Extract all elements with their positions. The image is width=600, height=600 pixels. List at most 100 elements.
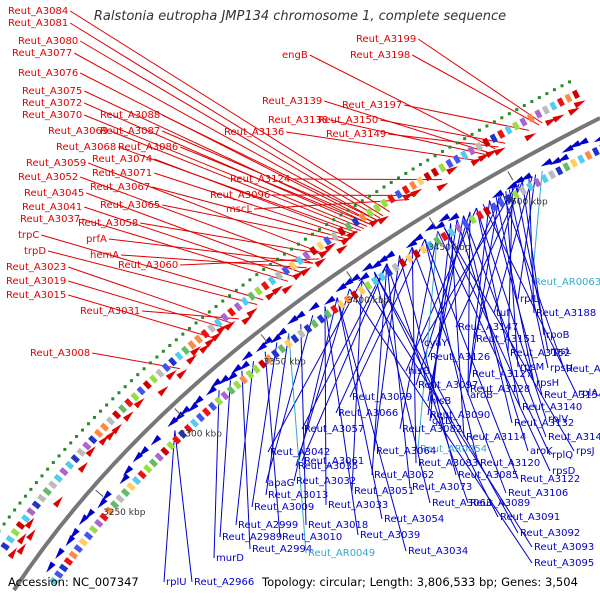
reverse-gene-label[interactable]: Reut_A3097 xyxy=(418,380,478,391)
reverse-gene-label[interactable]: Reut_A3051 xyxy=(354,486,414,497)
reverse-gene-label[interactable]: apaG xyxy=(268,478,294,489)
reverse-gene-label[interactable]: Reut_AR0054 xyxy=(420,444,487,455)
reverse-gene-label[interactable]: rpsJ xyxy=(576,446,595,457)
reverse-gene-label[interactable]: Reut_A3151 xyxy=(476,334,536,345)
reverse-gene-label[interactable]: Reut_A3010 xyxy=(282,532,342,543)
forward-gene-label[interactable]: Reut_A3124 xyxy=(230,174,290,185)
forward-gene-label[interactable]: hemA xyxy=(90,250,119,261)
forward-gene-label[interactable]: Reut_A3199 xyxy=(356,34,416,45)
reverse-gene-label[interactable]: aroB xyxy=(470,390,493,401)
reverse-gene-label[interactable]: rpsD xyxy=(552,466,576,477)
reverse-gene-label[interactable]: Reut_A3054 xyxy=(384,514,444,525)
reverse-gene-label[interactable]: Reut_A3145 xyxy=(548,432,600,443)
reverse-gene-label[interactable]: Reut_A3090 xyxy=(430,410,490,421)
reverse-gene-label[interactable]: Reut_A3132 xyxy=(514,418,574,429)
forward-gene-label[interactable]: Reut_A3081 xyxy=(8,18,68,29)
reverse-gene-label[interactable]: rplQ xyxy=(552,450,573,461)
reverse-gene-label[interactable]: Reut_A3154 xyxy=(544,390,600,401)
forward-gene-label[interactable]: Reut_A3069 xyxy=(48,126,108,137)
reverse-gene-label[interactable]: Reut_A2994 xyxy=(252,544,312,555)
forward-gene-label[interactable]: Reut_A3031 xyxy=(80,306,140,317)
reverse-gene-label[interactable]: Reut_A3126 xyxy=(430,352,490,363)
reverse-gene-label[interactable]: Reut_A2966 xyxy=(194,577,254,588)
forward-gene-label[interactable]: Reut_A3076 xyxy=(18,68,78,79)
forward-gene-label[interactable]: Reut_A3086 xyxy=(118,142,178,153)
reverse-gene-label[interactable]: murD xyxy=(216,553,244,564)
forward-gene-label[interactable]: engB xyxy=(282,50,308,61)
reverse-gene-label[interactable]: Reut_A3035 xyxy=(298,461,358,472)
reverse-gene-label[interactable]: rpsU xyxy=(550,363,573,374)
reverse-gene-label[interactable]: Reut_A3018 xyxy=(308,520,368,531)
reverse-gene-label[interactable]: Reut_A3188 xyxy=(536,308,596,319)
forward-gene-label[interactable]: Reut_A3045 xyxy=(24,188,84,199)
forward-gene-label[interactable]: Reut_A3065 xyxy=(100,200,160,211)
reverse-gene-label[interactable]: Reut_A3032 xyxy=(296,476,356,487)
reverse-gene-label[interactable]: Reut_A3092 xyxy=(520,528,580,539)
forward-gene-label[interactable]: Reut_A3070 xyxy=(22,110,82,121)
reverse-gene-label[interactable]: Reut_A3082 xyxy=(402,424,462,435)
reverse-gene-label[interactable]: Reut_A2989 xyxy=(222,532,282,543)
reverse-gene-label[interactable]: Reut_A3128 xyxy=(470,384,530,395)
reverse-gene-label[interactable]: hisB xyxy=(430,396,451,407)
forward-gene-label[interactable]: Reut_A3087 xyxy=(100,126,160,137)
reverse-gene-label[interactable]: rpsH xyxy=(536,378,559,389)
forward-gene-label[interactable]: Reut_A3088 xyxy=(100,110,160,121)
forward-gene-label[interactable]: Reut_A3059 xyxy=(26,158,86,169)
forward-gene-label[interactable]: prfA xyxy=(86,234,107,245)
reverse-gene-label[interactable]: Reut_A3089 xyxy=(470,498,530,509)
reverse-gene-label[interactable]: Reut_A3079 xyxy=(352,392,412,403)
reverse-gene-label[interactable]: Reut_A3093 xyxy=(534,542,594,553)
reverse-gene-label[interactable]: Reut_A3066 xyxy=(338,408,398,419)
forward-gene-label[interactable]: Reut_A3198 xyxy=(350,50,410,61)
reverse-gene-label[interactable]: Reut_A3009 xyxy=(254,502,314,513)
forward-gene-label[interactable]: Reut_A3197 xyxy=(342,100,402,111)
reverse-gene-label[interactable]: Reut_A3122 xyxy=(520,474,580,485)
forward-gene-label[interactable]: Reut_A3058 xyxy=(78,218,138,229)
reverse-gene-label[interactable]: rplU xyxy=(166,577,187,588)
reverse-gene-label[interactable]: aroK xyxy=(530,446,553,457)
reverse-gene-label[interactable]: rplL xyxy=(520,294,539,305)
forward-gene-label[interactable]: Reut_A3068 xyxy=(56,142,116,153)
forward-gene-label[interactable]: Reut_A3037 xyxy=(20,214,80,225)
forward-gene-label[interactable]: Reut_A3136 xyxy=(224,127,284,138)
reverse-gene-label[interactable]: Reut_A3127 xyxy=(472,369,532,380)
forward-gene-label[interactable]: trpC xyxy=(18,230,39,241)
forward-gene-label[interactable]: Reut_A3067 xyxy=(90,182,150,193)
forward-gene-label[interactable]: Reut_A3084 xyxy=(8,6,68,17)
reverse-gene-label[interactable]: Reut_A3073 xyxy=(412,482,472,493)
reverse-gene-label[interactable]: Reut_A3083 xyxy=(418,458,478,469)
reverse-gene-label[interactable]: Reut_A3062 xyxy=(374,470,434,481)
forward-gene-label[interactable]: Reut_A3071 xyxy=(92,168,152,179)
reverse-gene-label[interactable]: Reut_A3106 xyxy=(508,488,568,499)
reverse-gene-label[interactable]: rplA xyxy=(578,388,598,399)
forward-gene-label[interactable]: Reut_A3072 xyxy=(22,98,82,109)
reverse-gene-label[interactable]: Reut_A3057 xyxy=(304,424,364,435)
forward-gene-label[interactable]: Reut_A3019 xyxy=(6,276,66,287)
reverse-gene-label[interactable]: Reut_A3186 xyxy=(566,364,600,375)
reverse-gene-label[interactable]: Reut_A3061 xyxy=(304,456,364,467)
reverse-gene-label[interactable]: gltD xyxy=(432,416,453,427)
reverse-gene-label[interactable]: Reut_A3042 xyxy=(270,447,330,458)
forward-gene-label[interactable]: Reut_A3138 xyxy=(268,115,328,126)
reverse-gene-label[interactable]: Reut_A3064 xyxy=(376,446,436,457)
reverse-gene-label[interactable]: hisG xyxy=(408,366,430,377)
reverse-gene-label[interactable]: rpsM xyxy=(520,362,544,373)
forward-gene-label[interactable]: Reut_A3080 xyxy=(18,36,78,47)
reverse-gene-label[interactable]: Reut_A3085 xyxy=(458,470,518,481)
reverse-gene-label[interactable]: Reut_A3063 xyxy=(432,498,492,509)
reverse-gene-label[interactable]: rpsL xyxy=(550,346,572,357)
forward-gene-label[interactable]: Reut_A3023 xyxy=(6,262,66,273)
reverse-gene-label[interactable]: Reut_AR0063 xyxy=(534,277,600,288)
reverse-gene-label[interactable]: Reut_A3091 xyxy=(500,512,560,523)
reverse-gene-label[interactable]: Reut_AR0049 xyxy=(308,548,375,559)
reverse-gene-label[interactable]: Reut_A3013 xyxy=(268,490,328,501)
reverse-gene-label[interactable]: Reut_A3140 xyxy=(522,402,582,413)
reverse-gene-label[interactable]: Reut_A3114 xyxy=(466,432,526,443)
reverse-gene-label[interactable]: Reut_A3095 xyxy=(534,558,594,569)
reverse-gene-label[interactable]: Reut_A2999 xyxy=(238,520,298,531)
reverse-gene-label[interactable]: tuf xyxy=(496,308,510,319)
forward-gene-label[interactable]: Reut_A3077 xyxy=(12,48,72,59)
reverse-gene-label[interactable]: rpoB xyxy=(546,330,570,341)
forward-gene-label[interactable]: Reut_A3060 xyxy=(118,260,178,271)
forward-gene-label[interactable]: Reut_A3008 xyxy=(30,348,90,359)
